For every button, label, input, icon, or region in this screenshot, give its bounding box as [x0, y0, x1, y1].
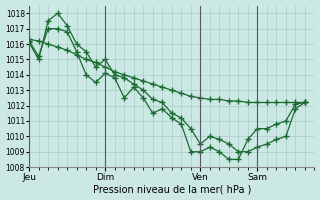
X-axis label: Pression niveau de la mer( hPa ): Pression niveau de la mer( hPa ): [92, 184, 251, 194]
